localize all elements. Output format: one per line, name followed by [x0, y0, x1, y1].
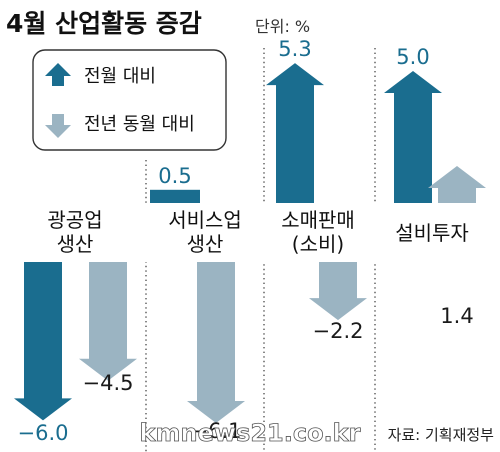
data-label-mom: 5.0 [396, 45, 429, 69]
legend-item-mom: 전월 대비 [84, 66, 156, 87]
bar-mom [384, 71, 442, 203]
watermark: kmnews21.co.kr [140, 419, 361, 447]
bar-yoy [79, 262, 137, 381]
category-cell [262, 203, 372, 262]
category-label: 생산 [187, 232, 224, 256]
category-label: 생산 [57, 232, 94, 256]
legend-up-arrow-icon [45, 63, 71, 86]
legend: 전월 대비 전년 동월 대비 [32, 49, 227, 151]
category-cell [8, 203, 142, 262]
category-label: 서비스업 [168, 208, 242, 232]
bar-mom [150, 189, 200, 203]
bar-yoy [187, 262, 245, 424]
data-label-yoy: −2.2 [313, 319, 364, 343]
data-label-mom: 5.3 [278, 37, 311, 61]
source-note: 자료: 기획재정부 [388, 426, 495, 444]
legend-box [32, 49, 227, 151]
data-label-yoy: −4.5 [83, 371, 134, 395]
category-cell [150, 203, 260, 262]
chart-title: 4월 산업활동 증감 [6, 9, 202, 38]
category-label: 설비투자 [395, 221, 469, 245]
bar-yoy [309, 262, 367, 321]
data-label-mom: −6.0 [18, 421, 69, 445]
bar-yoy [428, 166, 486, 203]
data-label-yoy: −6.1 [191, 419, 242, 443]
category-label: (소비) [292, 232, 344, 256]
data-label-yoy: 1.4 [440, 304, 473, 328]
legend-down-arrow-icon [45, 114, 71, 138]
category-label: 소매판매 [281, 208, 355, 232]
bar-mom [14, 262, 72, 421]
category-cell [373, 203, 493, 262]
legend-item-yoy: 전년 동월 대비 [84, 114, 195, 135]
unit-label: 단위: % [255, 17, 310, 36]
category-label: 광공업 [47, 208, 102, 232]
data-label-mom: 0.5 [158, 164, 191, 188]
bar-mom [266, 63, 324, 203]
